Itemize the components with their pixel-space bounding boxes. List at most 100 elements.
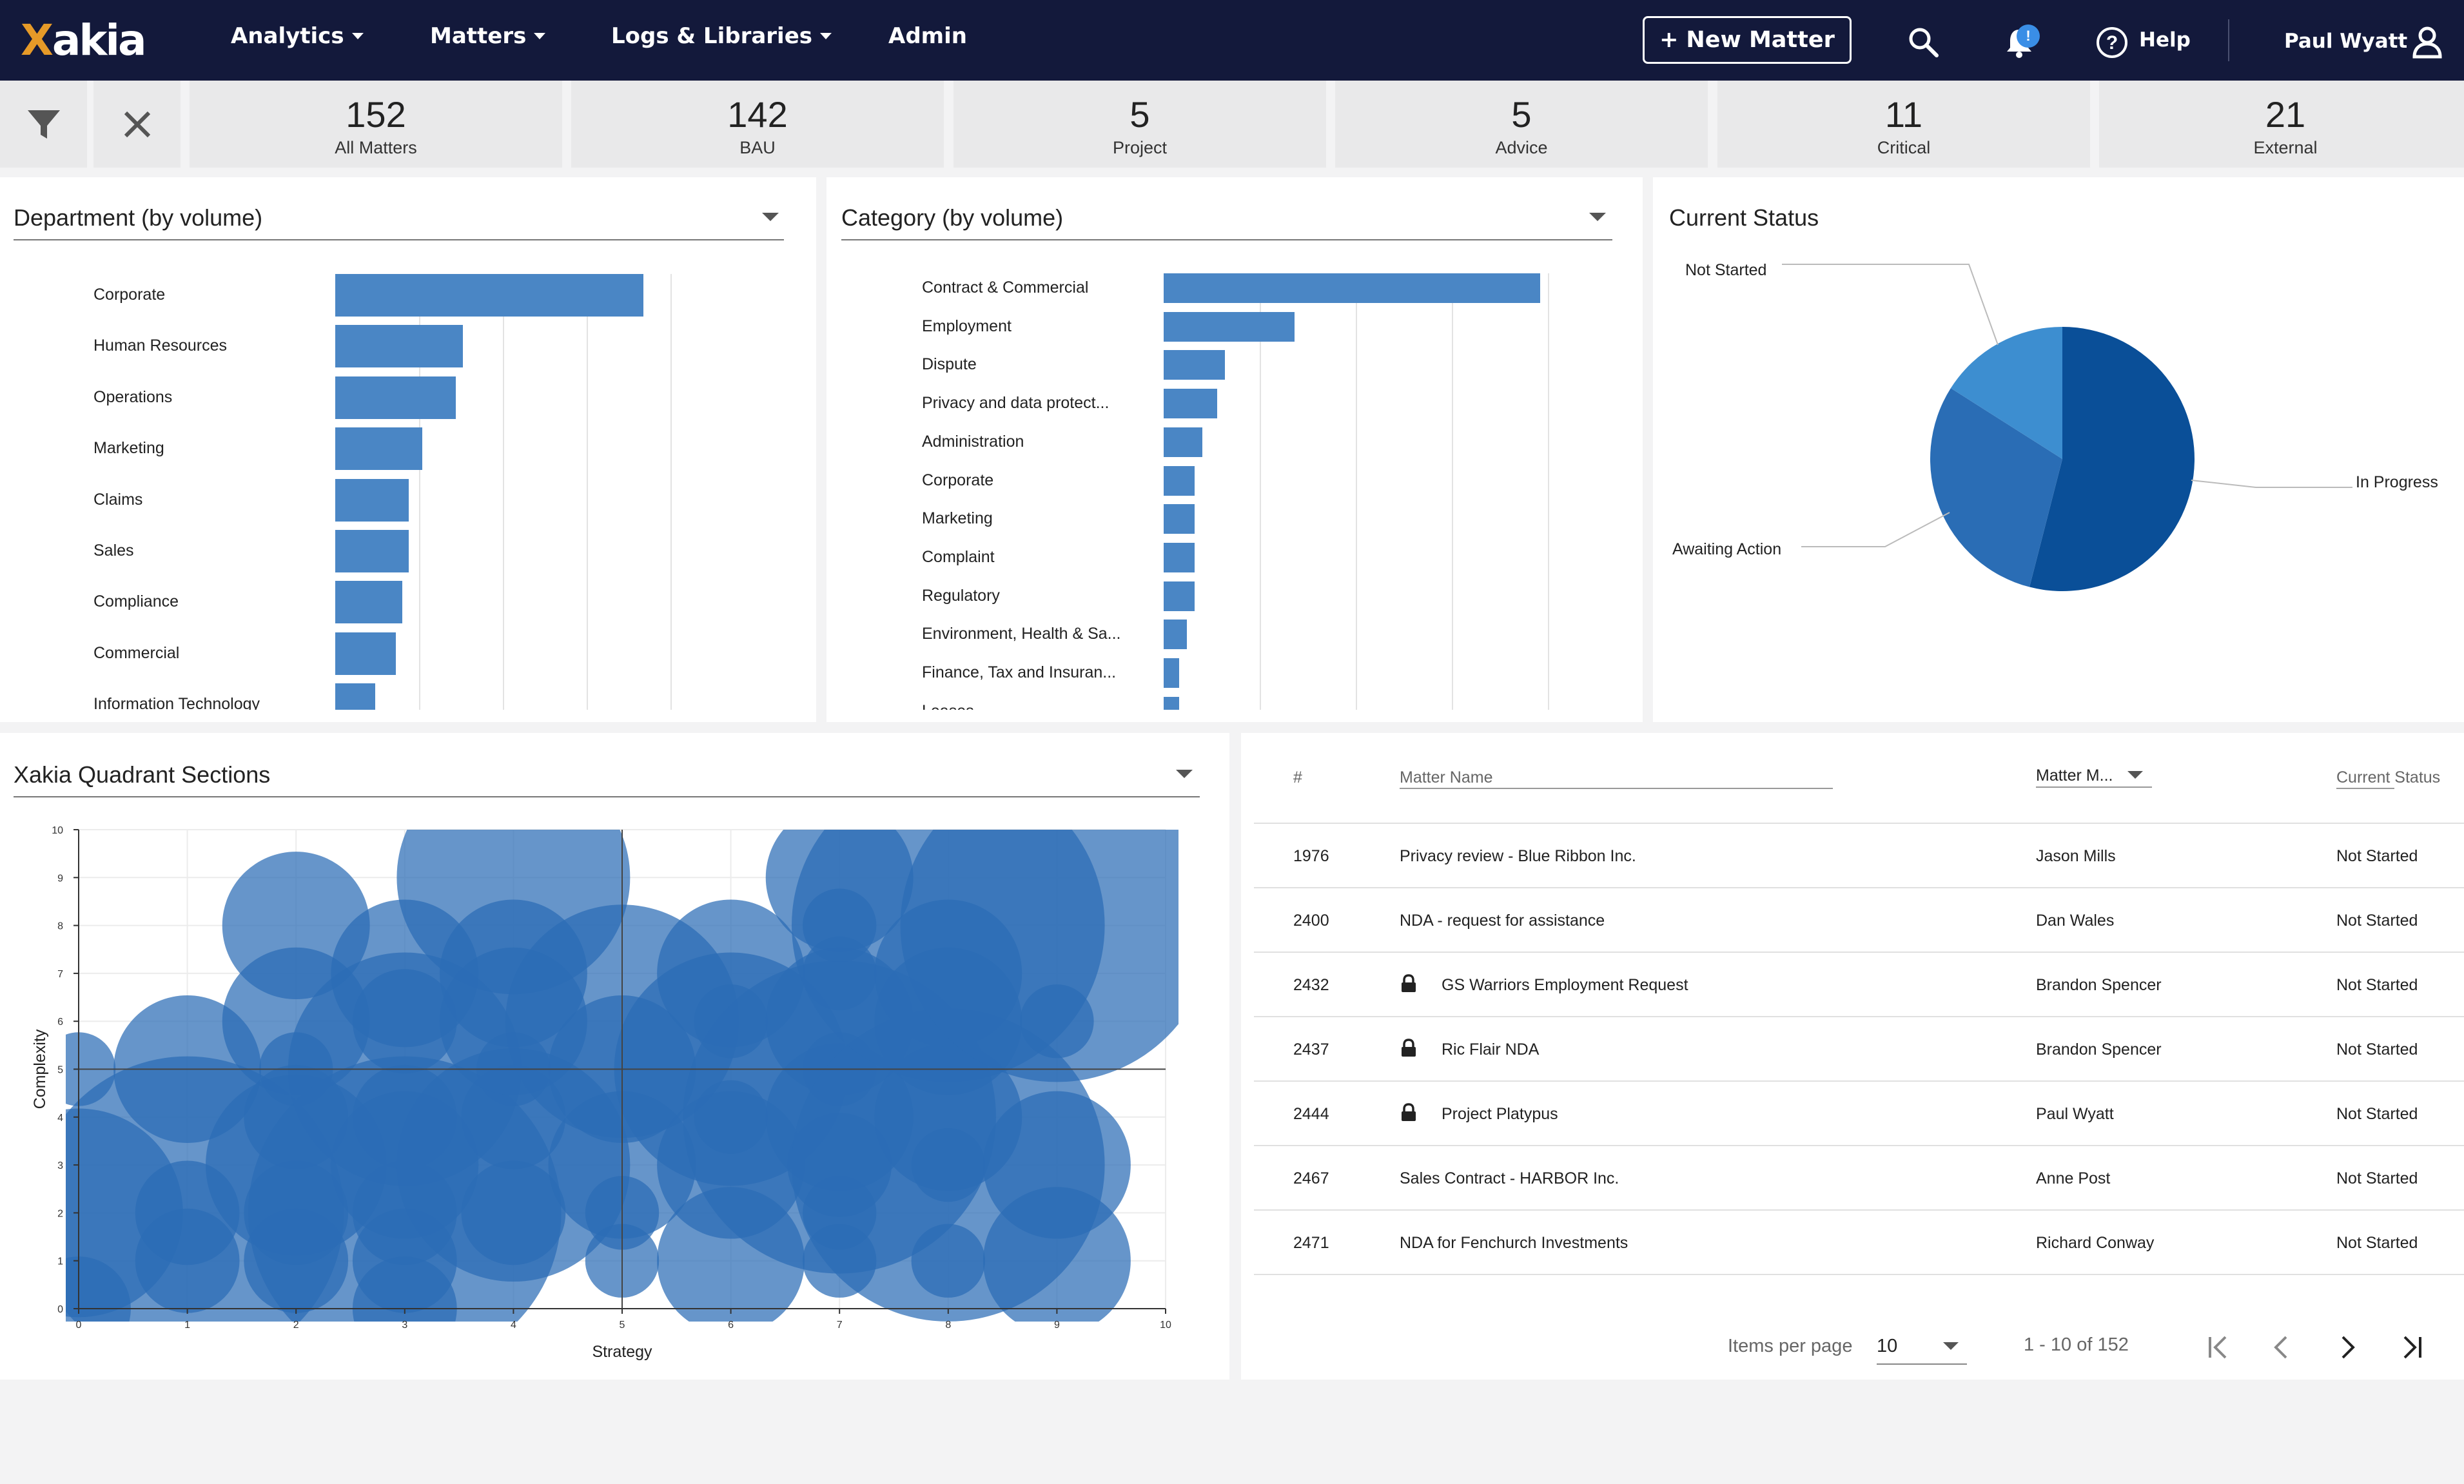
gridline (503, 274, 504, 710)
nav-admin[interactable]: Admin (888, 23, 967, 49)
bar[interactable] (1164, 465, 1195, 496)
pie-slice[interactable] (1950, 327, 2062, 459)
bar[interactable] (1164, 658, 1179, 688)
stat-bau[interactable]: 142 BAU (571, 81, 944, 168)
help-link[interactable]: Help (2139, 28, 2191, 52)
bar[interactable] (1164, 542, 1195, 572)
cell-matter-name: NDA - request for assistance (1400, 912, 1605, 930)
y-tick-label: 0 (57, 1304, 63, 1315)
cell-current-status: Not Started (2336, 1169, 2418, 1187)
bar[interactable] (1164, 696, 1179, 710)
nav-analytics[interactable]: Analytics (231, 23, 364, 49)
first-page-icon[interactable] (2205, 1333, 2233, 1362)
department-underline (14, 239, 784, 240)
filter-button[interactable] (0, 81, 87, 168)
chevron-down-icon[interactable] (1176, 770, 1193, 778)
bar-label: Complaint (922, 547, 995, 566)
pie-slice[interactable] (1930, 388, 2062, 587)
nav-matters[interactable]: Matters (430, 23, 546, 49)
last-page-icon[interactable] (2397, 1333, 2425, 1362)
quadrant-underline (14, 796, 1200, 797)
clear-filter-button[interactable] (93, 81, 181, 168)
bar[interactable] (1164, 427, 1202, 457)
user-menu[interactable]: Paul Wyatt (2284, 30, 2407, 53)
bar[interactable] (1164, 311, 1295, 342)
bar[interactable] (335, 683, 376, 710)
quadrant-bubble-chart: 0 1 2 3 4 5 6 7 8 9 10 0 1 2 3 4 5 6 7 8 9 10 Strategy Complexi… (31, 769, 1214, 1361)
x-tick-label: 1 (184, 1320, 190, 1331)
stat-label: BAU (739, 138, 776, 157)
cell-matter-manager: Brandon Spencer (2036, 976, 2162, 994)
y-tick-label: 2 (57, 1208, 63, 1219)
bar[interactable] (335, 274, 644, 317)
bubble-point[interactable] (983, 1091, 1131, 1239)
stat-project[interactable]: 5 Project (953, 81, 1326, 168)
pagination-range: 1 - 10 of 152 (2024, 1334, 2129, 1355)
lock-icon (1402, 1103, 1416, 1121)
cell-matter-manager: Brandon Spencer (2036, 1040, 2162, 1059)
next-page-icon[interactable] (2332, 1333, 2361, 1362)
chevron-down-icon[interactable] (1943, 1342, 1959, 1350)
bar[interactable] (1164, 581, 1195, 611)
user-icon[interactable] (2411, 24, 2443, 59)
new-matter-button[interactable]: + New Matter (1643, 16, 1852, 64)
stat-critical[interactable]: 11 Critical (1717, 81, 2090, 168)
bar[interactable] (335, 376, 456, 419)
items-per-page-label: Items per page (1728, 1336, 1853, 1356)
cell-matter-name: Project Platypus (1442, 1105, 1558, 1123)
pie-label: In Progress (2356, 473, 2438, 491)
nav-logs-label: Logs & Libraries (611, 23, 813, 49)
bar-label: Environment, Health & Sa... (922, 625, 1121, 643)
help-icon[interactable]: ? (2095, 26, 2129, 59)
search-icon[interactable] (1907, 26, 1941, 59)
bar[interactable] (335, 325, 463, 368)
stat-value: 152 (346, 94, 406, 135)
bar[interactable] (1164, 504, 1195, 534)
items-per-page-select[interactable]: 10 (1877, 1336, 1898, 1356)
table-row[interactable] (1254, 1080, 2464, 1145)
column-header-number[interactable]: # (1293, 768, 1302, 786)
matter-name-underline (1400, 788, 1833, 789)
bar[interactable] (1164, 389, 1218, 419)
stat-all-matters[interactable]: 152 All Matters (190, 81, 562, 168)
y-tick-label: 5 (57, 1065, 63, 1076)
table-row[interactable] (1254, 1016, 2464, 1080)
bar[interactable] (335, 530, 409, 572)
bar[interactable] (335, 581, 402, 624)
column-header-matter-manager[interactable]: Matter M... (2036, 766, 2113, 785)
bar[interactable] (1164, 350, 1226, 380)
bar[interactable] (335, 632, 396, 675)
gridline (670, 274, 672, 710)
stat-external[interactable]: 21 External (2099, 81, 2464, 168)
stat-label: Project (1112, 138, 1168, 157)
chevron-down-icon[interactable] (2127, 771, 2143, 779)
previous-page-icon[interactable] (2268, 1333, 2296, 1362)
stat-advice[interactable]: 5 Advice (1335, 81, 1708, 168)
y-tick-label: 1 (57, 1256, 63, 1267)
nav-logs-libraries[interactable]: Logs & Libraries (611, 23, 832, 49)
bar-label: Administration (922, 432, 1024, 451)
row-divider (1254, 952, 2464, 953)
bar[interactable] (1164, 620, 1187, 650)
table-row[interactable] (1254, 952, 2464, 1016)
row-divider (1254, 1274, 2464, 1275)
bar[interactable] (1164, 273, 1541, 303)
chevron-down-icon[interactable] (1589, 213, 1606, 221)
x-tick-label: 8 (945, 1320, 951, 1331)
bar[interactable] (335, 478, 409, 522)
bubble-point[interactable] (900, 769, 1214, 1082)
chevron-down-icon (351, 33, 364, 39)
user-name: Paul Wyatt (2284, 30, 2408, 53)
bar[interactable] (335, 427, 423, 471)
logo-x-mark: X (21, 15, 54, 65)
chevron-down-icon[interactable] (762, 213, 779, 221)
gridline (419, 274, 420, 710)
column-header-matter-name[interactable]: Matter Name (1400, 768, 1493, 786)
y-tick-label: 4 (57, 1113, 63, 1124)
lock-icon (1402, 974, 1416, 992)
y-tick-label: 3 (57, 1160, 63, 1171)
pie-slice[interactable] (2029, 327, 2195, 591)
column-header-current-status[interactable]: Current Status (2336, 768, 2441, 786)
